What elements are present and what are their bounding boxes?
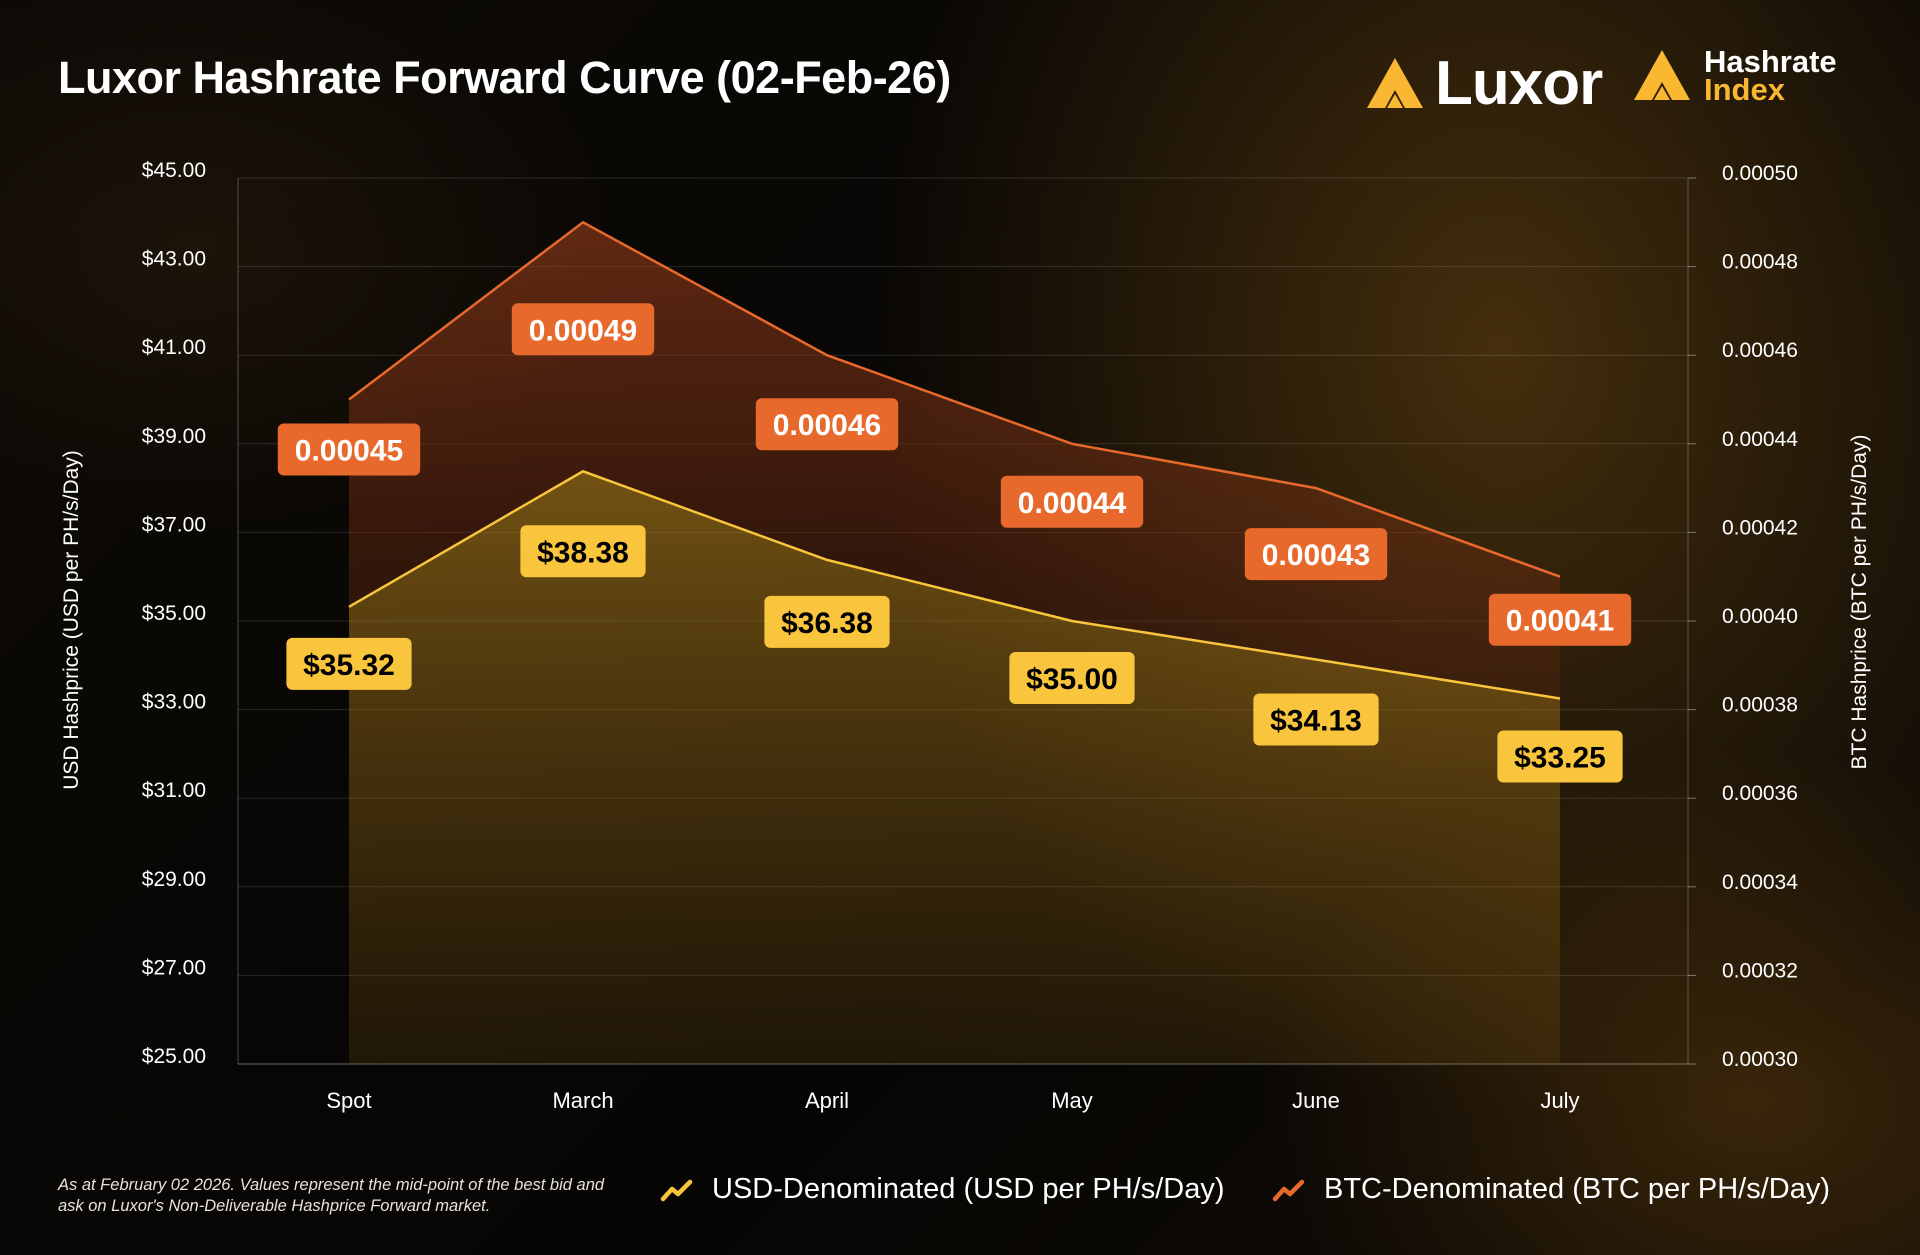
usd-area (349, 471, 1560, 1064)
usd-data-label: $36.38 (764, 595, 890, 648)
btc-trend-icon (1272, 1179, 1305, 1201)
btc-data-label-box (511, 303, 655, 356)
usd-data-label-text: $34.13 (1270, 705, 1362, 738)
x-category-label: March (552, 1088, 613, 1113)
usd-data-label-box (1009, 652, 1135, 704)
right-tick-label: 0.00030 (1722, 1048, 1798, 1071)
right-tick-label: 0.00046 (1722, 339, 1798, 362)
right-tick-label: 0.00036 (1722, 782, 1798, 805)
x-category-label: April (805, 1088, 849, 1113)
btc-series-line (348, 220, 1561, 578)
data-labels: 0.00045 0.00049 0.00046 0.00044 0.00043 0.000… (277, 303, 1632, 783)
footnote: As at February 02 2026. Values represent… (58, 1176, 605, 1215)
left-tick-label: $31.00 (142, 779, 206, 802)
right-tick-label: 0.00034 (1722, 871, 1798, 894)
btc-data-label: 0.00041 (1488, 593, 1632, 646)
legend-item-usd[interactable]: USD-Denominated (USD per PH/s/Day) (660, 1173, 1224, 1206)
usd-data-label: $34.13 (1253, 693, 1379, 746)
legend-btc-label: BTC-Denominated (BTC per PH/s/Day) (1324, 1173, 1831, 1205)
usd-data-label-text: $35.32 (303, 649, 395, 682)
btc-data-label: 0.00045 (277, 423, 421, 476)
usd-data-label-box (286, 637, 412, 690)
right-tick-label: 0.00044 (1722, 428, 1798, 451)
right-tick-label: 0.00048 (1722, 251, 1798, 274)
usd-data-label-box (520, 525, 646, 578)
forward-curve-chart: $45.00 $43.00 $41.00 $39.00 $37.00 $35.00 $33.… (60, 159, 1871, 1113)
hashrate-index-triangle-icon (1634, 50, 1690, 100)
left-tick-label: $33.00 (142, 691, 206, 714)
btc-data-label-box (277, 423, 421, 476)
usd-data-label-text: $33.25 (1514, 742, 1606, 775)
right-tick-label: 0.00042 (1722, 516, 1798, 539)
usd-data-label-box (1253, 693, 1379, 746)
chart-title: Luxor Hashrate Forward Curve (02-Feb-26) (58, 52, 951, 103)
usd-data-label-box (1497, 730, 1623, 783)
btc-data-label-box (1000, 475, 1144, 528)
btc-data-label-box (755, 398, 899, 451)
left-tick-label: $41.00 (142, 336, 206, 359)
index-wordmark: Index (1704, 72, 1785, 107)
right-tick-label: 0.00040 (1722, 605, 1798, 628)
btc-data-label-text: 0.00041 (1506, 605, 1614, 638)
right-axis-ticks: 0.00050 0.00048 0.00046 0.00044 0.00042 0.000… (1688, 162, 1798, 1071)
left-tick-label: $37.00 (142, 513, 206, 536)
btc-data-label: 0.00043 (1244, 528, 1388, 581)
x-axis-categories: Spot March April May June July (326, 1088, 1579, 1113)
btc-data-label-text: 0.00044 (1018, 487, 1127, 520)
legend-usd-label: USD-Denominated (USD per PH/s/Day) (712, 1173, 1225, 1205)
usd-data-label-box (764, 595, 890, 648)
usd-data-label-text: $36.38 (781, 607, 873, 640)
usd-data-label: $33.25 (1497, 730, 1623, 783)
luxor-logo: Luxor (1365, 48, 1603, 119)
luxor-wordmark: Luxor (1435, 49, 1603, 118)
x-category-label: May (1051, 1088, 1093, 1113)
luxor-triangle-icon (1367, 57, 1423, 108)
right-axis-title: BTC Hashprice (BTC per PH/s/Day) (1848, 435, 1871, 770)
left-tick-label: $29.00 (142, 868, 206, 891)
x-category-label: July (1540, 1088, 1579, 1113)
btc-data-label: 0.00049 (511, 303, 655, 356)
x-category-label: June (1292, 1088, 1340, 1113)
btc-data-label: 0.00044 (1000, 475, 1144, 528)
usd-data-label: $38.38 (520, 525, 646, 578)
btc-data-label-text: 0.00049 (529, 314, 637, 347)
btc-data-label-box (1488, 593, 1632, 646)
left-tick-label: $39.00 (142, 425, 206, 448)
btc-data-label-box (1244, 528, 1388, 581)
left-tick-label: $43.00 (142, 248, 206, 271)
right-tick-label: 0.00032 (1722, 959, 1798, 982)
usd-data-label: $35.32 (286, 637, 412, 690)
btc-data-label: 0.00046 (755, 398, 899, 451)
btc-data-label-text: 0.00046 (773, 409, 881, 442)
right-tick-label: 0.00038 (1722, 694, 1798, 717)
legend-item-btc[interactable]: BTC-Denominated (BTC per PH/s/Day) (1272, 1173, 1830, 1206)
usd-data-label-text: $38.38 (537, 536, 629, 569)
x-category-label: Spot (326, 1088, 371, 1113)
left-axis-ticks: $45.00 $43.00 $41.00 $39.00 $37.00 $35.00 $33.… (142, 159, 206, 1068)
series-lines (348, 220, 1561, 700)
right-tick-label: 0.00050 (1722, 162, 1798, 185)
left-tick-label: $45.00 (142, 159, 206, 182)
usd-data-label: $35.00 (1009, 652, 1135, 704)
left-tick-label: $25.00 (142, 1045, 206, 1068)
hashrate-wordmark: Hashrate (1704, 44, 1837, 79)
usd-trend-icon (660, 1179, 693, 1201)
usd-data-label-text: $35.00 (1026, 663, 1118, 696)
left-axis-title: USD Hashprice (USD per PH/s/Day) (60, 450, 83, 790)
btc-data-label-text: 0.00045 (295, 435, 403, 468)
usd-series-line (348, 469, 1561, 700)
btc-data-label-text: 0.00043 (1262, 539, 1370, 572)
left-tick-label: $27.00 (142, 956, 206, 979)
hashrate-index-logo: Hashrate Index (1632, 44, 1837, 107)
left-tick-label: $35.00 (142, 602, 206, 625)
